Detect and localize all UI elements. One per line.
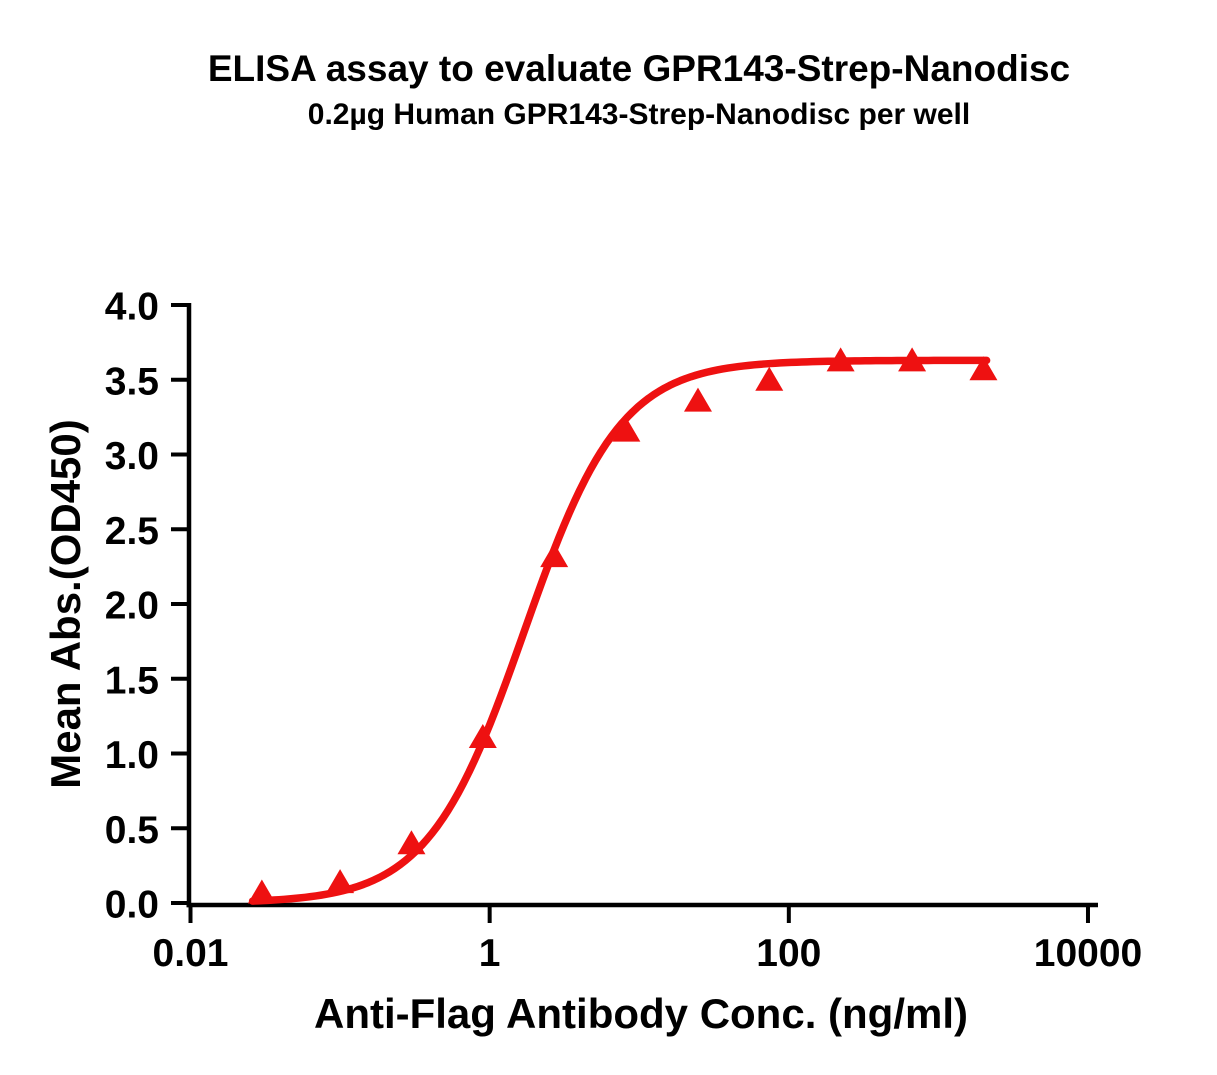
- data-point-marker: [612, 417, 641, 442]
- y-tick-label: 4.0: [105, 286, 159, 329]
- fit-curve: [248, 356, 991, 905]
- x-axis-title: Anti-Flag Antibody Conc. (ng/ml): [314, 990, 968, 1037]
- data-point-marker: [755, 366, 784, 391]
- y-tick-label: 2.0: [105, 585, 159, 628]
- x-tick-label: 100: [756, 932, 821, 975]
- data-point-marker: [468, 724, 497, 749]
- data-point-marker: [898, 347, 927, 372]
- data-point-marker: [540, 543, 569, 568]
- data-point-marker: [326, 869, 355, 894]
- x-tick-label: 1: [479, 932, 501, 975]
- y-axis-title: Mean Abs.(OD450): [42, 419, 89, 789]
- y-tick-label: 0.5: [105, 809, 159, 852]
- data-point-marker: [969, 356, 998, 381]
- data-point-marker: [683, 387, 712, 412]
- y-tick-label: 0.0: [105, 884, 159, 927]
- y-tick-label: 1.0: [105, 734, 159, 777]
- y-tick-label: 3.0: [105, 435, 159, 478]
- y-tick-label: 3.5: [105, 360, 159, 403]
- y-tick-label: 1.5: [105, 659, 159, 702]
- data-point-marker: [247, 879, 276, 904]
- x-tick-label: 0.01: [153, 932, 229, 975]
- y-tick-label: 2.5: [105, 510, 159, 553]
- chart-subtitle: 0.2µg Human GPR143-Strep-Nanodisc per we…: [307, 98, 971, 131]
- x-tick-label: 10000: [1034, 932, 1142, 975]
- data-point-marker: [826, 347, 855, 372]
- data-point-marker: [397, 830, 426, 855]
- chart-title: ELISA assay to evaluate GPR143-Strep-Nan…: [207, 48, 1071, 89]
